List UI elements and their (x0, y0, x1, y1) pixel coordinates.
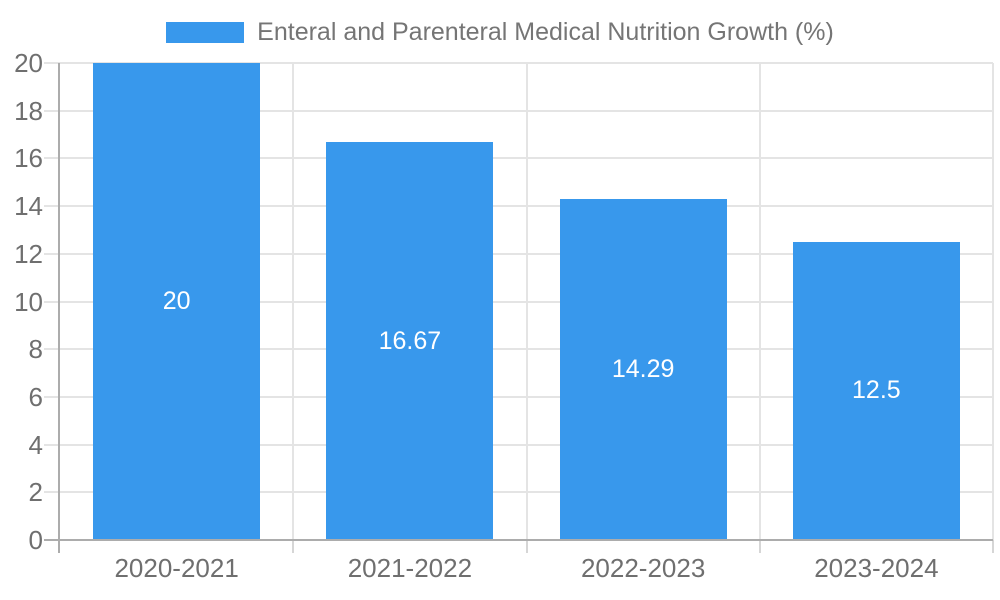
y-tick-label: 16 (14, 143, 43, 174)
h-gridline (44, 205, 993, 208)
bar: 12.5 (792, 241, 960, 540)
y-tick-label: 8 (28, 334, 43, 365)
x-tick (758, 540, 761, 553)
y-tick-label: 14 (14, 191, 43, 222)
x-tick-label: 2023-2024 (814, 553, 939, 583)
bar-value-label: 20 (162, 287, 191, 315)
h-gridline (44, 109, 993, 112)
v-gridline (292, 63, 295, 540)
bar: 20 (93, 63, 261, 540)
h-gridline (44, 491, 993, 494)
v-gridline (525, 63, 528, 540)
y-tick-label: 2 (28, 477, 43, 508)
y-tick-label: 20 (14, 48, 43, 78)
v-gridline (758, 63, 761, 540)
x-tick-label: 2021-2022 (347, 553, 473, 583)
y-tick-label: 4 (28, 429, 43, 460)
y-tick-label: 10 (14, 286, 43, 317)
x-tick (525, 540, 528, 553)
y-tick-label: 12 (14, 238, 43, 269)
legend-label: Enteral and Parenteral Medical Nutrition… (257, 18, 834, 46)
y-tick-label: 18 (14, 95, 43, 126)
bar: 16.67 (326, 142, 494, 540)
h-gridline (44, 443, 993, 446)
h-gridline (44, 157, 993, 160)
legend-swatch (166, 22, 245, 43)
h-gridline (44, 62, 993, 64)
x-axis-line (44, 539, 993, 541)
legend-item[interactable]: Enteral and Parenteral Medical Nutrition… (0, 18, 1000, 47)
x-tick-label: 2020-2021 (114, 553, 239, 583)
y-axis-line (58, 63, 60, 553)
bar-value-label: 14.29 (611, 355, 675, 384)
h-gridline (44, 300, 993, 303)
x-tick (992, 540, 994, 553)
h-gridline (44, 348, 993, 351)
h-gridline (44, 252, 993, 255)
x-tick-label: 2022-2023 (580, 553, 706, 583)
y-tick-label: 6 (28, 381, 43, 412)
h-gridline (44, 395, 993, 398)
x-tick (292, 540, 295, 553)
y-tick-label: 0 (28, 525, 43, 555)
bar: 14.29 (559, 199, 727, 540)
bar-value-label: 12.5 (852, 376, 901, 405)
bar-value-label: 16.67 (378, 326, 442, 355)
v-gridline (992, 63, 994, 540)
